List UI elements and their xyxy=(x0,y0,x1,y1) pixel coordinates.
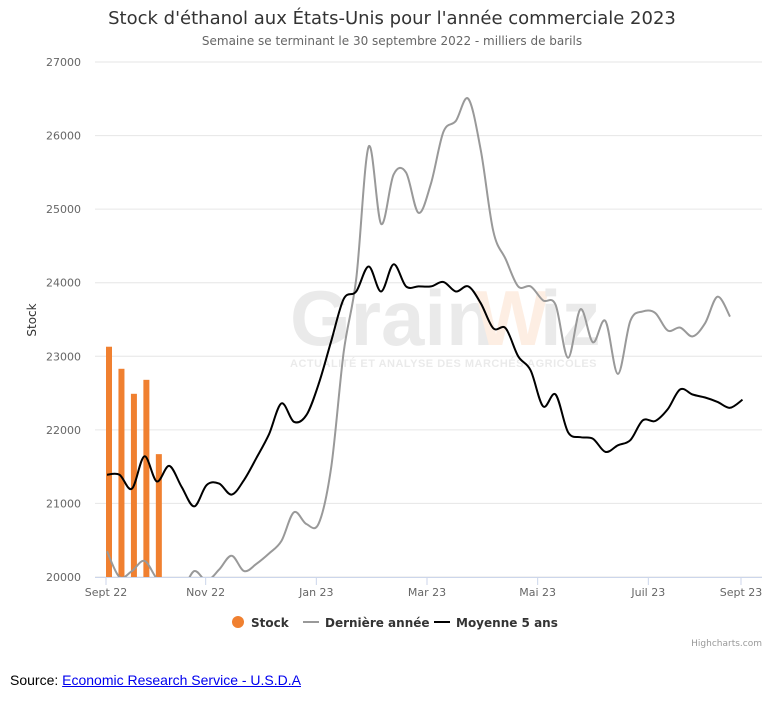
legend-stock-label: Stock xyxy=(251,616,290,630)
chart: Grain W iz ACTUALITÉ ET ANALYSE DES MARC… xyxy=(25,7,763,649)
legend: Stock Dernière année Moyenne 5 ans xyxy=(232,616,558,630)
source-prefix: Source: xyxy=(10,672,63,688)
y-tick-label: 26000 xyxy=(46,130,81,143)
x-tick-label: Mai 23 xyxy=(519,586,556,599)
avg5-line xyxy=(106,263,744,508)
chart-subtitle: Semaine se terminant le 30 septembre 202… xyxy=(202,34,582,48)
source-link[interactable]: Economic Research Service - U.S.D.A xyxy=(62,672,301,688)
y-axis-label: Stock xyxy=(25,303,39,336)
x-tick-label: Juil 23 xyxy=(630,586,665,599)
legend-item-last-year[interactable]: Dernière année xyxy=(303,616,430,630)
legend-item-avg5[interactable]: Moyenne 5 ans xyxy=(434,616,558,630)
y-axis: 20000 21000 22000 23000 24000 25000 26000 27000 xyxy=(46,56,81,584)
y-tick-label: 20000 xyxy=(46,571,81,584)
legend-item-stock[interactable]: Stock xyxy=(232,616,290,630)
svg-text:Grain: Grain xyxy=(290,274,494,362)
last-year-line xyxy=(106,97,731,577)
legend-avg5-label: Moyenne 5 ans xyxy=(456,616,558,630)
y-tick-label: 22000 xyxy=(46,424,81,437)
y-tick-label: 27000 xyxy=(46,56,81,69)
y-tick-label: 21000 xyxy=(46,497,81,510)
y-tick-label: 25000 xyxy=(46,203,81,216)
plot-area xyxy=(106,97,744,577)
legend-last-year-label: Dernière année xyxy=(325,616,430,630)
stock-bar xyxy=(106,346,112,577)
x-axis: Sept 22 Nov 22 Jan 23 Mar 23 Mai 23 Juil 23 Se… xyxy=(85,577,763,599)
chart-title: Stock d'éthanol aux États-Unis pour l'an… xyxy=(108,7,676,29)
highcharts-credits[interactable]: Highcharts.com xyxy=(691,639,762,649)
y-tick-label: 24000 xyxy=(46,277,81,290)
svg-text:W: W xyxy=(475,274,549,362)
stock-bar xyxy=(143,379,150,577)
svg-text:ACTUALITÉ ET ANALYSE DES MARCH: ACTUALITÉ ET ANALYSE DES MARCHÉS AGRICOL… xyxy=(290,357,597,370)
y-tick-label: 23000 xyxy=(46,350,81,363)
stock-bar xyxy=(155,454,162,577)
x-tick-label: Sept 22 xyxy=(85,586,128,599)
source-line: Source: Economic Research Service - U.S.… xyxy=(10,672,301,688)
x-tick-label: Jan 23 xyxy=(298,586,333,599)
x-tick-label: Sept 23 xyxy=(720,586,763,599)
svg-text:iz: iz xyxy=(540,274,601,362)
grainwiz-watermark: Grain W iz ACTUALITÉ ET ANALYSE DES MARC… xyxy=(290,274,601,370)
x-tick-label: Nov 22 xyxy=(186,586,225,599)
legend-stock-marker xyxy=(232,616,244,628)
x-tick-label: Mar 23 xyxy=(408,586,446,599)
stock-bar xyxy=(118,368,125,577)
